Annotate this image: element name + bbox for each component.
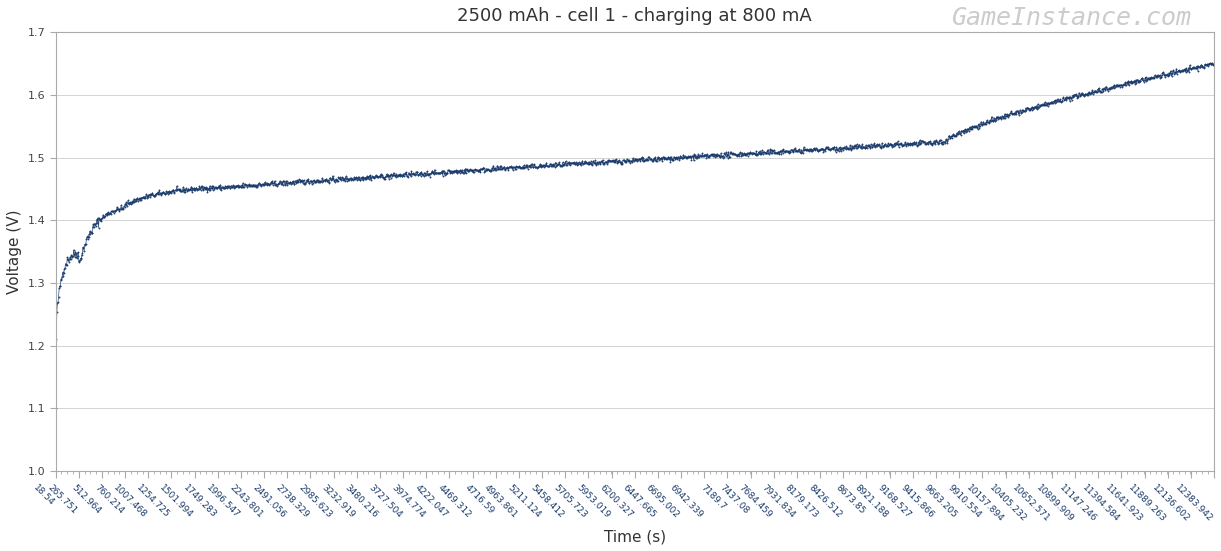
Text: GameInstance.com: GameInstance.com bbox=[951, 6, 1190, 30]
X-axis label: Time (s): Time (s) bbox=[604, 529, 665, 544]
Y-axis label: Voltage (V): Voltage (V) bbox=[7, 209, 22, 294]
Title: 2500 mAh - cell 1 - charging at 800 mA: 2500 mAh - cell 1 - charging at 800 mA bbox=[458, 7, 812, 25]
